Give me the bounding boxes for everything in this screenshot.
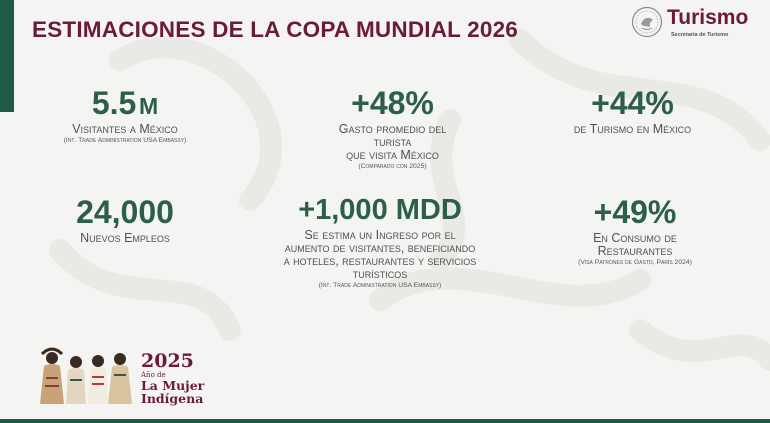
stat-value: 5.5 M: [91, 85, 159, 121]
year-logo-line3: Indígena: [141, 391, 204, 406]
stat-restaurant-consumption: +49% En Consumo de Restaurantes (Visa Pa…: [545, 196, 725, 268]
year-logo-text: 2025 Año de La Mujer Indígena: [141, 350, 205, 406]
indigenous-women-illustration-icon: [40, 347, 132, 404]
stat-source-note: (Int. Trade Administration USA Embassy): [318, 282, 442, 289]
stat-value: +1,000 MDD: [298, 194, 462, 226]
stat-source-note: (Comparado con 2025): [358, 163, 427, 170]
page-title: ESTIMACIONES DE LA COPA MUNDIAL 2026: [32, 17, 519, 42]
stat-value: +48%: [351, 85, 434, 121]
stat-value: +49%: [593, 194, 677, 230]
stat-label: Visitantes a México: [72, 122, 178, 136]
stat-label: de Turismo en México: [573, 122, 692, 136]
stat-value: +44%: [591, 85, 674, 121]
brand-name: Turismo: [667, 6, 749, 29]
bottom-accent-bar: [0, 419, 770, 423]
stat-tourism-growth: +44% de Turismo en México: [545, 87, 720, 136]
stat-average-spending: +48% Gasto promedio del turista que visi…: [305, 87, 480, 172]
stat-label: Nuevos Empleos: [80, 231, 170, 245]
stat-label: Gasto promedio del turista que visita Mé…: [338, 122, 447, 162]
stat-new-jobs: 24,000 Nuevos Empleos: [45, 196, 205, 245]
stat-source-note: (Int. Trade Administration USA Embassy): [63, 137, 187, 144]
stat-unit: M: [138, 93, 159, 119]
mexico-seal-icon: [631, 6, 663, 38]
brand-subtitle: Secretaría de Turismo: [671, 32, 729, 38]
year-logo-line2: La Mujer: [141, 378, 205, 393]
stat-label: En Consumo de Restaurantes: [593, 231, 677, 258]
stat-income-estimate: +1,000 MDD Se estima un Ingreso por el a…: [245, 196, 515, 291]
left-accent-bar: [0, 0, 14, 112]
stat-source-note: (Visa Patrones de Gasto, París 2024): [578, 259, 692, 266]
stat-value: 24,000: [76, 194, 174, 230]
stat-visitors: 5.5 M Visitantes a México (Int. Trade Ad…: [50, 87, 200, 146]
turismo-logo: Turismo Secretaría de Turismo: [631, 4, 767, 44]
year-logo-year: 2025: [141, 350, 194, 372]
stat-label: Se estima un Ingreso por el aumento de v…: [283, 228, 477, 281]
year-of-indigenous-woman-logo: 2025 Año de La Mujer Indígena: [38, 344, 218, 408]
year-logo-line1: Año de: [141, 371, 166, 379]
